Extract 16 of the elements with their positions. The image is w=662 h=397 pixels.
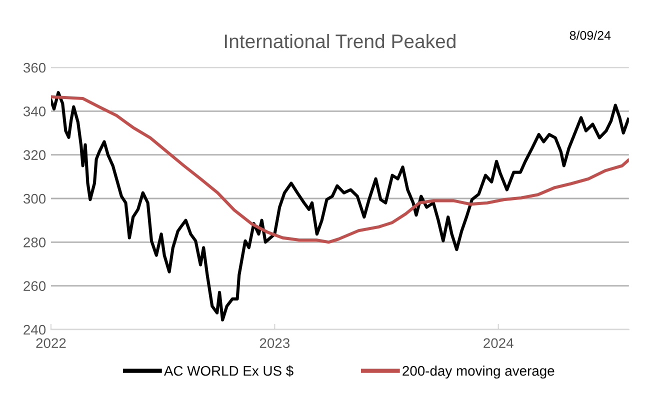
- x-tick-label: 2022: [36, 338, 66, 348]
- y-tick-label: 300: [23, 194, 46, 204]
- y-tick-label: 280: [24, 238, 46, 248]
- legend-label: AC WORLD Ex US $: [164, 365, 294, 377]
- y-tick-label: 340: [23, 106, 46, 116]
- y-tick-label: 320: [23, 150, 46, 160]
- y-tick-label: 360: [23, 62, 46, 73]
- y-tick-label: 240: [24, 324, 46, 335]
- line-series: [50, 95, 629, 244]
- x-tick-label: 2023: [260, 338, 290, 348]
- y-tick-label: 260: [24, 281, 46, 292]
- line-series: [50, 91, 629, 322]
- x-tick-label: 2024: [484, 338, 514, 348]
- legend-label: 200-day moving average: [402, 366, 554, 379]
- chart-title: International Trend Peaked: [224, 34, 456, 48]
- text: 8/09/24: [570, 30, 611, 40]
